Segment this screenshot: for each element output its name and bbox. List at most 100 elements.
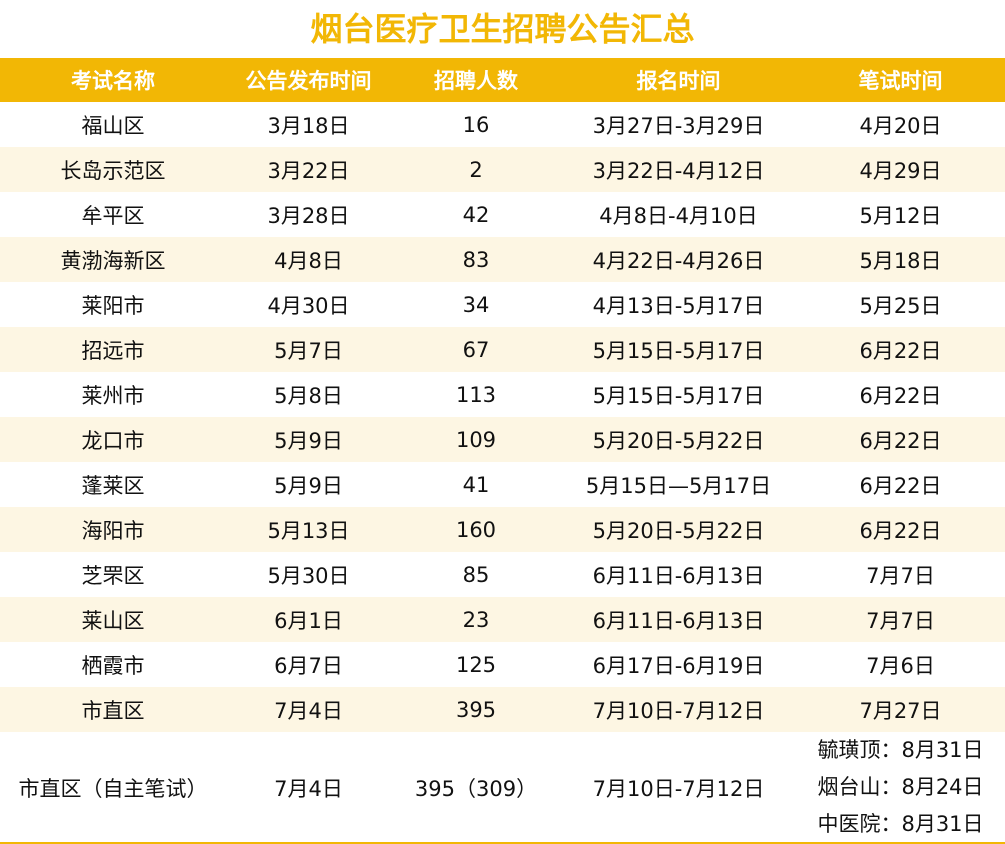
cell-exam-date: 5月25日: [859, 293, 942, 318]
table-row: 长岛示范区 3月22日 2 3月22日-4月12日 4月29日: [0, 147, 1005, 192]
cell-publish-date: 6月7日: [274, 653, 343, 678]
cell-signup-period: 4月8日-4月10日: [599, 203, 758, 228]
cell-signup-period: 6月11日-6月13日: [592, 608, 765, 633]
page-title: 烟台医疗卫生招聘公告汇总: [310, 10, 695, 48]
exam-date-line: 毓璜顶：8月31日: [817, 738, 984, 762]
table-row: 市直区 7月4日 395 7月10日-7月12日 7月27日: [0, 687, 1005, 732]
cell-publish-date: 5月9日: [274, 428, 343, 453]
table-row: 海阳市 5月13日 160 5月20日-5月22日 6月22日: [0, 507, 1005, 552]
table-row: 牟平区 3月28日 42 4月8日-4月10日 5月12日: [0, 192, 1005, 237]
cell-exam-date: 7月6日: [866, 653, 935, 678]
cell-exam-date: 7月7日: [866, 608, 935, 633]
cell-exam-date: 6月22日: [859, 428, 942, 453]
cell-publish-date: 5月7日: [274, 338, 343, 363]
table-row: 招远市 5月7日 67 5月15日-5月17日 6月22日: [0, 327, 1005, 372]
cell-exam-date: 4月29日: [859, 158, 942, 183]
cell-exam-name: 黄渤海新区: [60, 248, 166, 273]
cell-headcount: 395: [455, 697, 497, 722]
table-row: 莱山区 6月1日 23 6月11日-6月13日 7月7日: [0, 597, 1005, 642]
cell-publish-date: 7月4日: [274, 776, 343, 801]
column-header-signup-period: 报名时间: [636, 69, 721, 93]
cell-signup-period: 5月20日-5月22日: [592, 518, 765, 543]
cell-exam-name: 芝罘区: [81, 563, 145, 588]
cell-publish-date: 5月30日: [267, 563, 350, 588]
cell-exam-date: 6月22日: [859, 518, 942, 543]
cell-headcount: 85: [462, 562, 490, 587]
cell-exam-date: 5月12日: [859, 203, 942, 228]
cell-publish-date: 4月8日: [274, 248, 343, 273]
column-header-publish-date: 公告发布时间: [245, 69, 372, 93]
exam-date-line: 中医院：8月31日: [817, 812, 984, 836]
cell-publish-date: 6月1日: [274, 608, 343, 633]
cell-headcount: 41: [462, 472, 490, 497]
cell-exam-date: 6月22日: [859, 383, 942, 408]
cell-headcount: 113: [455, 382, 497, 407]
table-header-row: 考试名称 公告发布时间 招聘人数 报名时间 笔试时间: [0, 58, 1005, 102]
column-header-headcount: 招聘人数: [434, 69, 518, 93]
cell-signup-period: 6月11日-6月13日: [592, 563, 765, 588]
cell-exam-date: 7月7日: [866, 563, 935, 588]
cell-exam-name: 蓬莱区: [81, 473, 145, 498]
cell-exam-date: 7月27日: [859, 698, 942, 723]
cell-exam-name: 市直区: [81, 698, 145, 723]
cell-exam-name: 龙口市: [81, 428, 145, 453]
cell-exam-date: 4月20日: [859, 113, 942, 138]
cell-publish-date: 3月28日: [267, 203, 350, 228]
cell-publish-date: 4月30日: [267, 293, 350, 318]
cell-exam-name: 牟平区: [81, 203, 145, 228]
cell-exam-name: 莱山区: [81, 608, 145, 633]
cell-signup-period: 4月13日-5月17日: [592, 293, 765, 318]
cell-exam-name: 市直区（自主笔试）: [18, 776, 208, 801]
cell-signup-period: 5月20日-5月22日: [592, 428, 765, 453]
cell-headcount: 395（309）: [414, 776, 538, 801]
cell-exam-name: 长岛示范区: [60, 158, 166, 183]
bottom-border: [0, 842, 1005, 844]
cell-exam-name: 莱州市: [81, 383, 145, 408]
cell-exam-date: 毓璜顶：8月31日 烟台山：8月24日 中医院：8月31日: [796, 732, 1005, 843]
cell-exam-name: 海阳市: [81, 518, 145, 543]
cell-headcount: 125: [455, 652, 497, 677]
cell-exam-name: 招远市: [81, 338, 145, 363]
cell-exam-name: 福山区: [81, 113, 145, 138]
cell-publish-date: 5月13日: [267, 518, 350, 543]
table-row: 莱州市 5月8日 113 5月15日-5月17日 6月22日: [0, 372, 1005, 417]
cell-signup-period: 5月15日—5月17日: [585, 473, 772, 498]
exam-date-line: 烟台山：8月24日: [817, 775, 984, 799]
cell-headcount: 16: [462, 112, 490, 137]
cell-signup-period: 7月10日-7月12日: [592, 698, 765, 723]
table-row: 黄渤海新区 4月8日 83 4月22日-4月26日 5月18日: [0, 237, 1005, 282]
cell-headcount: 109: [455, 427, 497, 452]
cell-exam-date: 6月22日: [859, 473, 942, 498]
cell-publish-date: 3月18日: [267, 113, 350, 138]
cell-signup-period: 6月17日-6月19日: [592, 653, 765, 678]
cell-signup-period: 3月22日-4月12日: [592, 158, 765, 183]
column-header-exam-date: 笔试时间: [858, 69, 943, 93]
cell-signup-period: 7月10日-7月12日: [592, 776, 765, 801]
cell-publish-date: 7月4日: [274, 698, 343, 723]
cell-exam-name: 栖霞市: [81, 653, 145, 678]
cell-exam-date: 5月18日: [859, 248, 942, 273]
column-header-exam-name: 考试名称: [71, 69, 155, 93]
cell-publish-date: 5月8日: [274, 383, 343, 408]
cell-signup-period: 5月15日-5月17日: [592, 338, 765, 363]
cell-headcount: 67: [462, 337, 490, 362]
cell-publish-date: 3月22日: [267, 158, 350, 183]
table-row: 龙口市 5月9日 109 5月20日-5月22日 6月22日: [0, 417, 1005, 462]
cell-headcount: 83: [462, 247, 490, 272]
table-row: 蓬莱区 5月9日 41 5月15日—5月17日 6月22日: [0, 462, 1005, 507]
cell-headcount: 42: [462, 202, 490, 227]
table-row: 芝罘区 5月30日 85 6月11日-6月13日 7月7日: [0, 552, 1005, 597]
table-row: 栖霞市 6月7日 125 6月17日-6月19日 7月6日: [0, 642, 1005, 687]
cell-headcount: 23: [462, 607, 490, 632]
table-row-last: 市直区（自主笔试） 7月4日 395（309） 7月10日-7月12日 毓璜顶：…: [0, 732, 1005, 843]
cell-exam-date: 6月22日: [859, 338, 942, 363]
table-row: 莱阳市 4月30日 34 4月13日-5月17日 5月25日: [0, 282, 1005, 327]
cell-headcount: 160: [455, 517, 497, 542]
cell-signup-period: 5月15日-5月17日: [592, 383, 765, 408]
table-row: 福山区 3月18日 16 3月27日-3月29日 4月20日: [0, 102, 1005, 147]
cell-signup-period: 4月22日-4月26日: [592, 248, 765, 273]
cell-exam-name: 莱阳市: [81, 293, 145, 318]
cell-headcount: 2: [469, 157, 483, 182]
recruitment-table: 考试名称 公告发布时间 招聘人数 报名时间 笔试时间 福山区 3月18日 16 3月2…: [0, 58, 1005, 843]
